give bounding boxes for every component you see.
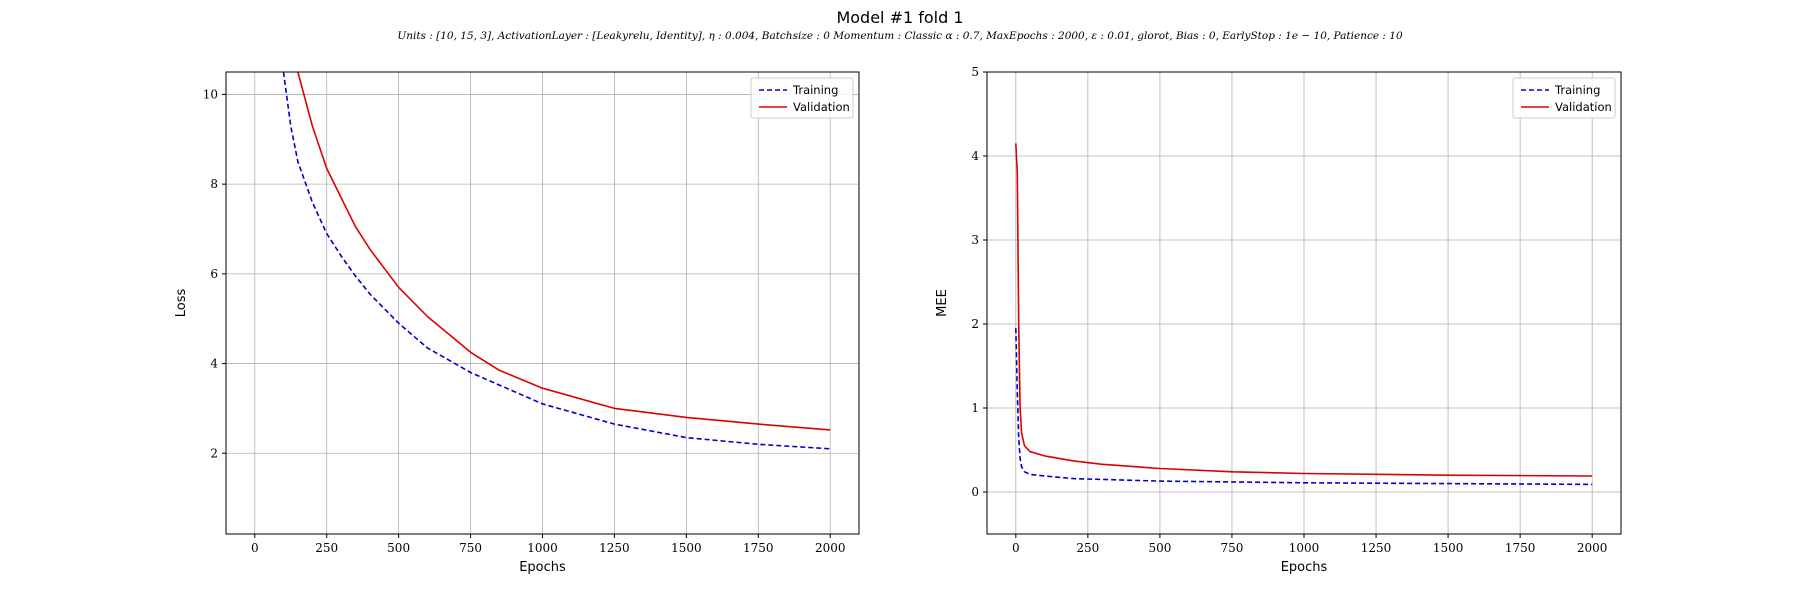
legend-box (750, 77, 854, 119)
x-tick-label: 2000 (1577, 541, 1608, 555)
x-tick-label: 750 (1221, 541, 1244, 555)
legend: Training Validation (750, 77, 854, 119)
x-tick-label: 0 (251, 541, 259, 555)
y-tick-label: 10 (203, 87, 218, 101)
series-line-validation (297, 72, 831, 431)
x-tick-label: 250 (315, 541, 338, 555)
figure-title: Model #1 fold 1 (836, 8, 964, 27)
y-tick-label: 4 (210, 357, 218, 371)
series-line-validation (1015, 143, 1593, 477)
x-tick-label: 1000 (527, 541, 558, 555)
y-tick-label: 2 (210, 446, 218, 460)
x-tick-label: 1500 (671, 541, 702, 555)
y-tick-label: 3 (971, 233, 979, 247)
x-tick-label: 1250 (599, 541, 630, 555)
figure-subtitle: Units : [10, 15, 3], ActivationLayer : [… (397, 30, 1403, 42)
legend-label-validation: Validation (1555, 100, 1612, 114)
legend-label-training: Training (1554, 83, 1600, 97)
y-axis-label: MEE (935, 289, 950, 317)
series-line-training (282, 72, 831, 450)
x-tick-label: 1750 (743, 541, 774, 555)
legend-label-training: Training (792, 83, 838, 97)
legend-box (1512, 77, 1616, 119)
mee-chart: 0 250 500 750 1000 1250 1500 1750 2000 0 1 2 3 4 5 Epoc… (935, 65, 1622, 575)
y-axis-label: Loss (174, 289, 189, 318)
x-tick-label: 1250 (1361, 541, 1392, 555)
x-tick-label: 1500 (1433, 541, 1464, 555)
legend: Training Validation (1512, 77, 1616, 119)
y-tick-label: 4 (971, 149, 979, 163)
x-axis-label: Epochs (519, 560, 566, 575)
y-tick-label: 0 (971, 485, 979, 499)
y-tick-label: 5 (971, 65, 979, 79)
loss-chart: 0 250 500 750 1000 1250 1500 1750 2000 2 4 6 8 10 Epoc… (174, 71, 860, 575)
x-tick-label: 500 (387, 541, 410, 555)
y-tick-label: 2 (971, 317, 979, 331)
y-tick-label: 8 (210, 177, 218, 191)
x-tick-label: 1000 (1289, 541, 1320, 555)
x-tick-label: 2000 (815, 541, 846, 555)
legend-label-validation: Validation (793, 100, 850, 114)
x-tick-label: 250 (1076, 541, 1099, 555)
x-tick-label: 0 (1012, 541, 1020, 555)
y-tick-label: 6 (210, 267, 218, 281)
x-axis-label: Epochs (1281, 560, 1328, 575)
x-tick-label: 500 (1148, 541, 1171, 555)
y-tick-label: 1 (971, 401, 979, 415)
x-tick-label: 1750 (1505, 541, 1536, 555)
series-line-training (1015, 328, 1593, 486)
x-tick-label: 750 (459, 541, 482, 555)
